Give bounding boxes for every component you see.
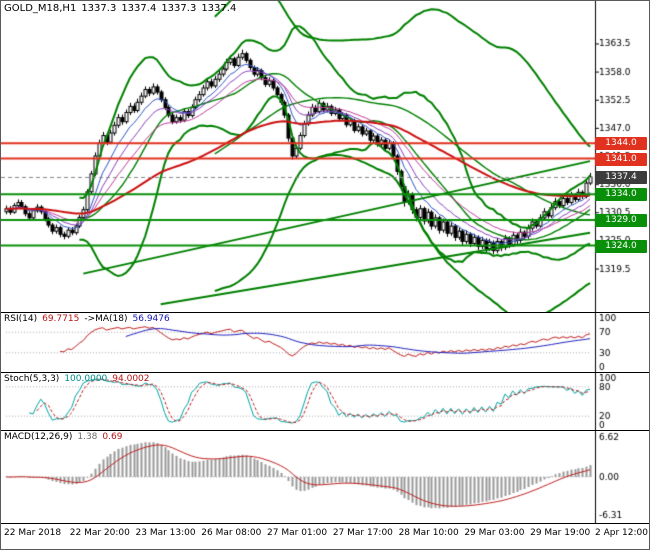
time-axis-label: 29 Mar 03:00	[464, 528, 525, 538]
rsi-label: RSI(14) 69.7715 ->MA(18) 56.9476	[4, 314, 175, 324]
price-level-badge: 1341.0	[595, 152, 647, 166]
time-axis-label: 23 Mar 13:00	[135, 528, 196, 538]
rsi-ma-value: 56.9476	[132, 314, 170, 324]
chart-symbol-label: GOLD_M18,H1 1337.3 1337.4 1337.3 1337.4	[4, 3, 241, 14]
rsi-name: RSI(14)	[4, 314, 38, 324]
main-chart-panel: GOLD_M18,H1 1337.3 1337.4 1337.3 1337.4 1344…	[1, 1, 649, 313]
time-axis-label: 22 Mar 2018	[4, 528, 62, 538]
stoch-d-value: 94.0002	[112, 374, 150, 384]
symbol-period: GOLD_M18,H1	[4, 3, 77, 14]
price-level-badge: 1334.0	[595, 188, 647, 202]
stoch-name: Stoch(5,3,3)	[4, 374, 60, 384]
macd-value: 1.38	[77, 432, 98, 442]
macd-panel: MACD(12,26,9) 1.38 0.69	[1, 431, 649, 524]
bar-open: 1337.3	[81, 3, 117, 14]
stochastic-panel: Stoch(5,3,3) 100.0000 94.0002	[1, 373, 649, 431]
time-axis-label: 27 Mar 01:00	[267, 528, 328, 538]
rsi-panel: RSI(14) 69.7715 ->MA(18) 56.9476	[1, 313, 649, 373]
time-axis-label: 28 Mar 10:00	[398, 528, 459, 538]
bar-low: 1337.3	[161, 3, 197, 14]
time-axis-label: 26 Mar 08:00	[201, 528, 262, 538]
time-axis: 22 Mar 2018 22 Mar 20:00 23 Mar 13:00 26 Ma…	[1, 524, 649, 549]
price-chart-canvas[interactable]	[1, 1, 649, 312]
stochastic-canvas[interactable]	[1, 373, 649, 430]
rsi-canvas[interactable]	[1, 313, 649, 372]
macd-signal-value: 0.69	[102, 432, 123, 442]
price-level-badge: 1329.0	[595, 213, 647, 227]
stoch-k-value: 100.0000	[64, 374, 108, 384]
bar-close: 1337.4	[201, 3, 237, 14]
time-axis-label: 2 Apr 12:00	[595, 528, 648, 538]
current-price-badge: 1337.4	[595, 170, 647, 184]
macd-canvas[interactable]	[1, 431, 649, 523]
macd-label: MACD(12,26,9) 1.38 0.69	[4, 432, 127, 442]
rsi-ma-name: ->MA(18)	[84, 314, 128, 324]
time-axis-label: 27 Mar 17:00	[332, 528, 393, 538]
price-level-badge: 1324.0	[595, 239, 647, 253]
macd-name: MACD(12,26,9)	[4, 432, 73, 442]
time-axis-label: 22 Mar 20:00	[69, 528, 130, 538]
rsi-value: 69.7715	[42, 314, 80, 324]
bar-high: 1337.4	[121, 3, 157, 14]
stochastic-label: Stoch(5,3,3) 100.0000 94.0002	[4, 374, 155, 384]
price-level-badge: 1344.0	[595, 137, 647, 151]
time-axis-label: 29 Mar 19:00	[530, 528, 591, 538]
